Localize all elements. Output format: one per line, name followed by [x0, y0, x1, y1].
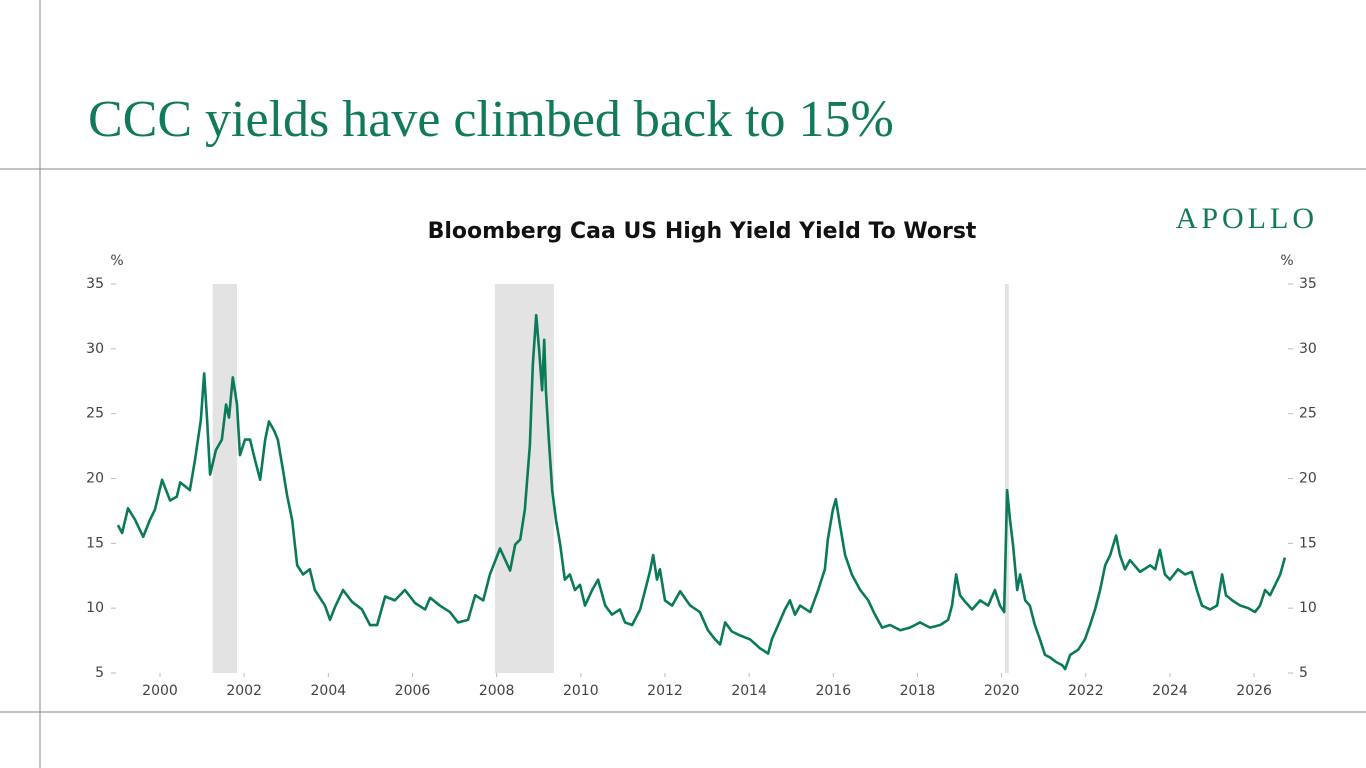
- y2-axis-unit: %: [1280, 253, 1293, 269]
- x-tick-label: 2024: [1152, 683, 1188, 699]
- y-tick-label: 5: [95, 665, 104, 681]
- x-tick-label: 2010: [563, 683, 599, 699]
- y2-tick-label: 10: [1299, 600, 1317, 616]
- y2-tick-label: 35: [1299, 276, 1317, 292]
- x-tick-label: 2000: [142, 683, 178, 699]
- x-tick-label: 2016: [815, 683, 851, 699]
- y-tick-label: 20: [86, 471, 104, 487]
- x-tick-label: 2008: [479, 683, 515, 699]
- data-line: [116, 313, 1287, 671]
- x-tick-label: 2002: [226, 683, 262, 699]
- x-tick-label: 2018: [900, 683, 936, 699]
- x-tick-label: 2026: [1236, 683, 1272, 699]
- y2-tick-label: 15: [1299, 535, 1317, 551]
- y2-tick-label: 5: [1299, 665, 1308, 681]
- y2-tick-label: 30: [1299, 341, 1317, 357]
- chart-subtitle: Bloomberg Caa US High Yield Yield To Wor…: [428, 219, 977, 244]
- recession-band: [1005, 284, 1009, 673]
- y2-tick-label: 20: [1299, 471, 1317, 487]
- x-tick-label: 2012: [647, 683, 683, 699]
- y-tick-label: 10: [86, 600, 104, 616]
- x-tick-label: 2020: [984, 683, 1020, 699]
- x-tick-label: 2006: [395, 683, 431, 699]
- y-tick-label: 35: [86, 276, 104, 292]
- x-tick-label: 2022: [1068, 683, 1104, 699]
- y-tick-label: 30: [86, 341, 104, 357]
- y-axis-unit: %: [110, 253, 123, 269]
- y-tick-label: 15: [86, 535, 104, 551]
- recession-band: [212, 284, 238, 673]
- x-tick-label: 2014: [731, 683, 767, 699]
- x-tick-label: 2004: [311, 683, 347, 699]
- slide-title: CCC yields have climbed back to 15%: [88, 91, 894, 148]
- y2-tick-label: 25: [1299, 406, 1317, 422]
- y-tick-label: 25: [86, 406, 104, 422]
- logo: APOLLO: [1176, 202, 1318, 235]
